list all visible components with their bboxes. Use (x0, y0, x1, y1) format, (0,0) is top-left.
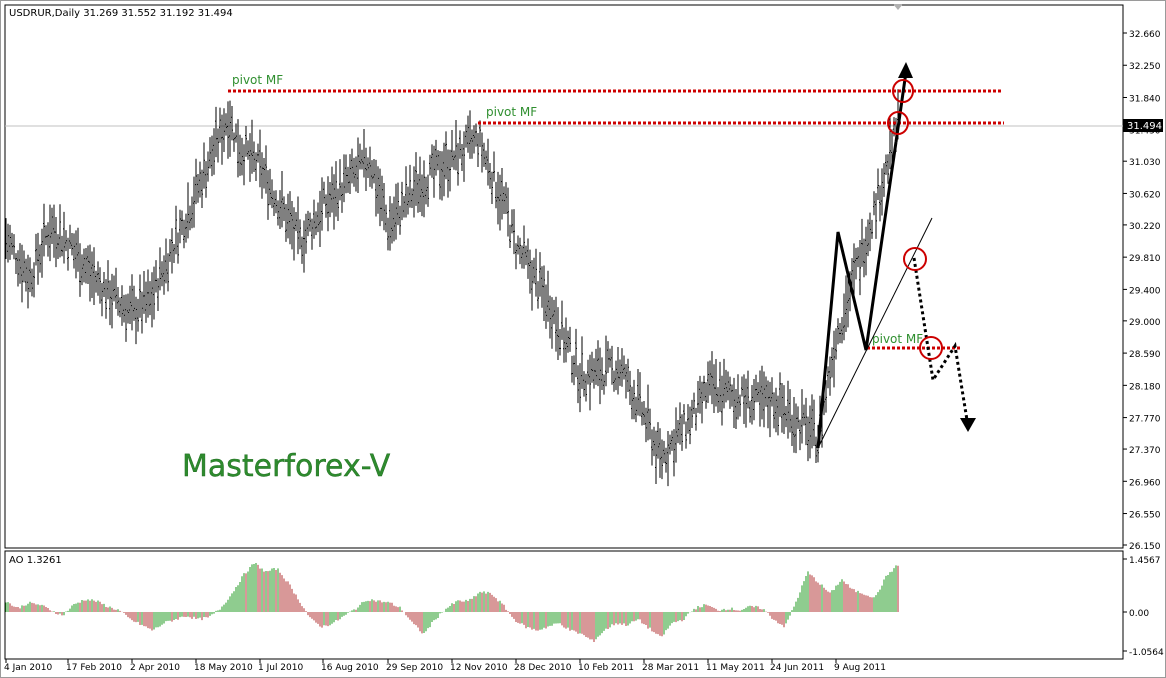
y-tick-label: 29.400 (1129, 286, 1161, 296)
y-tick-label: 26.960 (1129, 478, 1161, 488)
dotted-projection (912, 257, 969, 421)
ao-tick-label: -1.0564 (1129, 648, 1164, 658)
y-tick-label: 27.770 (1129, 415, 1161, 425)
circle-marker-2 (887, 111, 909, 135)
x-tick-label: 9 Aug 2011 (834, 663, 886, 673)
y-tick-label: 29.000 (1129, 318, 1161, 328)
x-tick-label: 2 Apr 2010 (130, 663, 180, 673)
circle-marker-3 (903, 247, 927, 271)
ao-tick-label: 1.4567 (1129, 556, 1161, 566)
x-tick-label: 17 Feb 2010 (66, 663, 122, 673)
up-arrow-icon (898, 62, 913, 78)
y-tick-label: 26.150 (1129, 542, 1161, 552)
price-bars (5, 89, 899, 487)
time-x-axis: 4 Jan 2010 17 Feb 2010 2 Apr 2010 18 May 20… (4, 659, 886, 673)
x-tick-label: 1 Jul 2010 (258, 663, 303, 673)
ao-y-axis: 1.4567 0.00 -1.0564 (1123, 556, 1164, 658)
y-tick-label: 27.370 (1129, 446, 1161, 456)
circle-marker-4 (919, 336, 943, 360)
watermark-text: Masterforex-V (182, 449, 391, 484)
ao-label: AO 1.3261 (9, 555, 62, 566)
x-tick-label: 28 Mar 2011 (642, 663, 699, 673)
pivot-label-1: pivot MF (232, 73, 283, 87)
y-tick-label: 32.250 (1129, 62, 1161, 72)
x-tick-label: 29 Sep 2010 (386, 663, 443, 673)
current-price-box (1123, 119, 1163, 132)
x-tick-label: 16 Aug 2010 (321, 663, 379, 673)
price-y-axis: 32.66032.25031.84031.43031.03030.62030.2… (1123, 30, 1161, 552)
x-tick-label: 28 Dec 2010 (514, 663, 572, 673)
trend-line (817, 217, 933, 449)
y-tick-label: 28.590 (1129, 350, 1161, 360)
ao-histogram (5, 563, 899, 642)
pivot-label-2: pivot MF (486, 105, 537, 119)
down-arrow-icon (960, 418, 976, 432)
x-tick-label: 24 Jun 2011 (770, 663, 824, 673)
y-tick-label: 30.220 (1129, 222, 1161, 232)
y-tick-label: 31.030 (1129, 158, 1161, 168)
ao-tick-label: 0.00 (1129, 609, 1149, 619)
pivot-label-3: pivot MF (872, 332, 923, 346)
x-tick-label: 10 Feb 2011 (578, 663, 634, 673)
chart-shift-marker[interactable] (893, 4, 903, 10)
up-arrow-shaft (894, 71, 908, 143)
ao-panel (4, 550, 1124, 660)
y-tick-label: 32.660 (1129, 30, 1161, 40)
y-tick-label: 31.840 (1129, 94, 1161, 104)
circle-marker-1 (892, 79, 914, 103)
symbol-header: USDRUR,Daily 31.269 31.552 31.192 31.494 (9, 8, 233, 19)
x-tick-label: 4 Jan 2010 (4, 663, 52, 673)
y-tick-label: 30.620 (1129, 190, 1161, 200)
y-tick-label: 26.550 (1129, 511, 1161, 521)
price-panel (4, 4, 1124, 549)
y-tick-label: 28.180 (1129, 382, 1161, 392)
zigzag-wave (816, 141, 898, 449)
y-tick-label: 29.810 (1129, 254, 1161, 264)
x-tick-label: 18 May 2010 (194, 663, 253, 673)
current-price-label: 31.494 (1127, 121, 1162, 132)
x-tick-label: 12 Nov 2010 (450, 663, 508, 673)
x-tick-label: 11 May 2011 (706, 663, 765, 673)
